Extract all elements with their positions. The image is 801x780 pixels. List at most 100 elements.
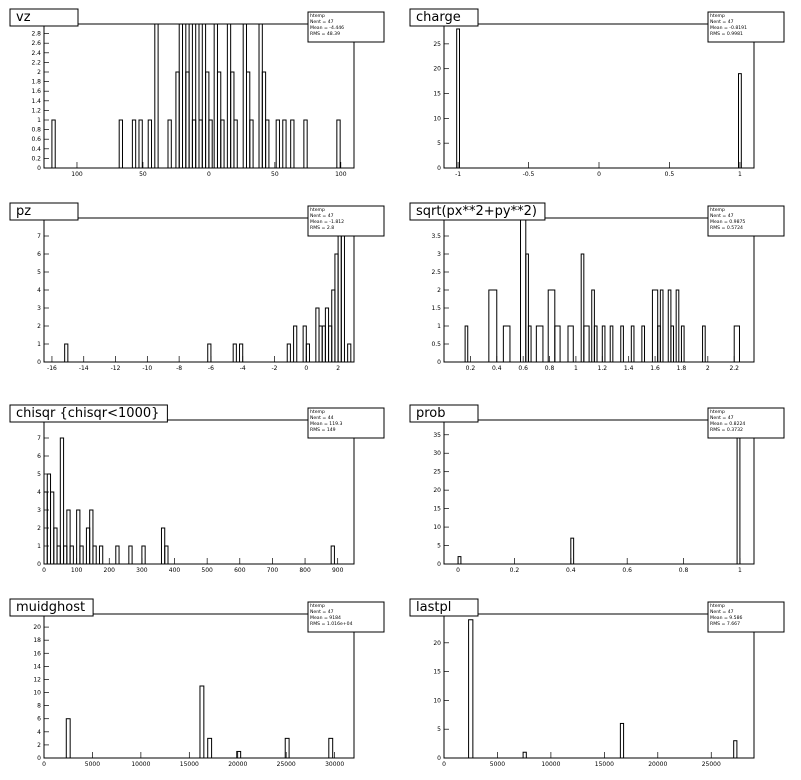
- y-tick-label: 0.2: [31, 155, 41, 162]
- y-tick-label: 10: [433, 697, 441, 704]
- histogram-panel: 012345678-16-14-12-10-8-6-4-202htempNent…: [9, 202, 385, 372]
- y-tick-label: 0.4: [31, 146, 41, 153]
- histogram-bin: [303, 119, 308, 169]
- histogram-bin: [89, 509, 94, 565]
- title-box: [9, 404, 168, 423]
- title-box: [409, 404, 479, 423]
- histogram-bin: [207, 343, 212, 363]
- histogram-bin: [233, 119, 238, 169]
- y-tick-label: 20: [433, 487, 441, 494]
- chart-title: pz: [16, 204, 31, 219]
- histogram-bin: [651, 289, 659, 363]
- x-tick-label: 50: [271, 171, 279, 178]
- histogram-bin: [208, 119, 213, 169]
- histogram-bin: [131, 119, 137, 169]
- histogram-bin: [236, 750, 242, 759]
- histogram-bin: [609, 325, 614, 363]
- stats-line: Nent = 47: [710, 19, 734, 25]
- x-tick-label: 25000: [702, 761, 721, 768]
- histogram-bin: [286, 343, 291, 363]
- y-tick-label: 1: [37, 117, 41, 124]
- stats-line: Mean = -4.446: [310, 25, 344, 31]
- histogram-bin: [601, 325, 606, 363]
- histogram-bin: [641, 325, 646, 363]
- y-tick-label: 25: [433, 469, 441, 476]
- histogram-bin: [282, 119, 287, 169]
- x-tick-label: -0.5: [523, 171, 535, 178]
- y-tick-label: 2: [37, 742, 41, 749]
- histogram-bin: [547, 289, 556, 363]
- stats-box: [307, 11, 385, 43]
- y-tick-label: 0.8: [31, 127, 41, 134]
- y-tick-label: 20: [433, 640, 441, 647]
- y-tick-label: 7: [37, 233, 41, 240]
- x-tick-label: 700: [267, 567, 279, 574]
- chart-title: prob: [416, 406, 446, 421]
- y-tick-label: 2: [437, 287, 441, 294]
- stats-header: htemp: [310, 207, 325, 213]
- x-tick-label: 0: [456, 567, 460, 574]
- y-tick-label: 4: [37, 729, 41, 736]
- y-tick-label: 3: [437, 251, 441, 258]
- histogram-bin: [128, 545, 133, 565]
- y-tick-label: 20: [33, 624, 41, 631]
- stats-header: htemp: [310, 603, 325, 609]
- x-tick-label: 0.2: [510, 567, 520, 574]
- histogram-bin: [522, 751, 527, 759]
- y-tick-label: 30: [433, 450, 441, 457]
- x-tick-label: 0.6: [622, 567, 632, 574]
- histogram-bin: [275, 119, 280, 169]
- x-tick-label: 2.2: [729, 365, 739, 372]
- chart-title: lastpl: [416, 600, 451, 615]
- y-tick-label: 0: [437, 359, 441, 366]
- x-tick-label: -14: [79, 365, 89, 372]
- x-tick-label: -12: [111, 365, 121, 372]
- stats-line: RMS = 2.8: [310, 225, 334, 231]
- y-tick-label: 2: [37, 525, 41, 532]
- x-tick-label: 100: [335, 171, 347, 178]
- x-tick-label: 600: [234, 567, 246, 574]
- x-tick-label: 20000: [648, 761, 667, 768]
- plot-frame: [443, 613, 755, 759]
- x-tick-label: 15000: [595, 761, 614, 768]
- x-tick-label: -4: [240, 365, 246, 372]
- stats-line: Mean = 0.8224: [710, 421, 745, 427]
- histogram-bin: [328, 737, 334, 759]
- histogram-bin: [567, 325, 574, 363]
- x-tick-label: 15000: [180, 761, 199, 768]
- histogram-bin: [188, 23, 193, 169]
- y-tick-label: 0.5: [431, 341, 441, 348]
- y-tick-label: 0: [37, 561, 41, 568]
- x-tick-label: -2: [272, 365, 278, 372]
- x-tick-label: 500: [201, 567, 213, 574]
- histogram-bin: [138, 119, 143, 169]
- histogram-bin: [733, 325, 740, 363]
- histogram-bin: [118, 119, 123, 169]
- chart-title: sqrt(px**2+py**2): [416, 204, 537, 219]
- chart-title: chisqr {chisqr<1000}: [16, 406, 159, 421]
- histogram-bin: [457, 556, 462, 565]
- histogram-bin: [554, 325, 561, 363]
- histogram-bin: [305, 343, 310, 363]
- y-tick-label: 18: [33, 637, 41, 644]
- x-tick-label: 1.2: [598, 365, 608, 372]
- stats-line: Mean = -1.812: [310, 219, 344, 225]
- y-tick-label: 3: [37, 507, 41, 514]
- stats-box: [707, 205, 785, 237]
- histogram-bin: [232, 343, 237, 363]
- x-tick-label: 50: [139, 171, 147, 178]
- stats-line: Mean = 119.3: [310, 421, 343, 427]
- histogram-panel: 00.511.522.533.540.20.40.60.811.21.41.61…: [409, 202, 785, 372]
- x-tick-label: 10000: [541, 761, 560, 768]
- x-tick-label: -16: [47, 365, 57, 372]
- x-tick-label: 0: [442, 761, 446, 768]
- histogram-bin: [619, 722, 625, 759]
- y-tick-label: 20: [433, 66, 441, 73]
- x-tick-label: 0.5: [665, 171, 675, 178]
- y-tick-label: 6: [37, 453, 41, 460]
- stats-line: Mean = 0.9875: [710, 219, 745, 225]
- x-tick-label: 0: [42, 567, 46, 574]
- x-tick-label: 200: [104, 567, 116, 574]
- histogram-bin: [336, 119, 341, 169]
- y-tick-label: 15: [433, 91, 441, 98]
